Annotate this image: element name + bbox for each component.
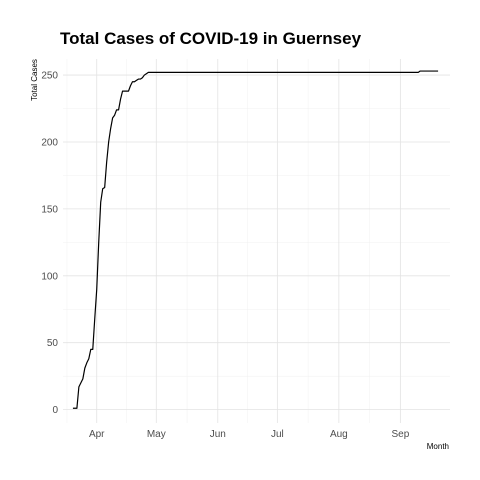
y-axis-label: Total Cases — [30, 59, 39, 101]
major-gridlines — [63, 59, 450, 423]
y-tick-label: 200 — [41, 137, 58, 148]
y-tick-label: 0 — [52, 405, 58, 416]
x-tick-label: Jun — [210, 429, 226, 440]
y-tick-label: 150 — [41, 204, 58, 215]
x-axis-label: Month — [427, 442, 449, 451]
x-tick-label: Sep — [391, 429, 409, 440]
y-tick-label: 250 — [41, 71, 58, 82]
chart-title: Total Cases of COVID-19 in Guernsey — [60, 29, 362, 48]
minor-gridlines — [63, 59, 450, 423]
x-tick-label: Apr — [89, 429, 105, 440]
series-line-total-cases — [72, 70, 439, 409]
y-axis-tick-labels: 0 50 100 150 200 250 — [41, 71, 58, 417]
x-axis-tick-labels: Apr May Jun Jul Aug Sep — [89, 429, 410, 440]
y-tick-label: 100 — [41, 271, 58, 282]
x-tick-label: May — [147, 429, 166, 440]
x-tick-label: Aug — [330, 429, 348, 440]
x-tick-label: Jul — [271, 429, 284, 440]
y-tick-label: 50 — [47, 338, 59, 349]
